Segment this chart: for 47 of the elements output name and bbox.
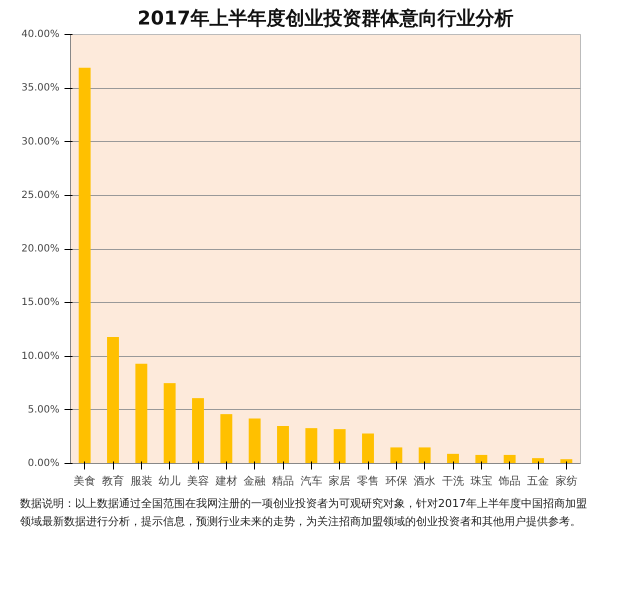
x-tick-label: 酒水 [414, 474, 436, 488]
x-tick-label: 五金 [527, 474, 549, 488]
bar [532, 458, 544, 464]
bar [78, 68, 91, 464]
bar [305, 428, 318, 464]
bar [362, 433, 374, 464]
bar [248, 418, 261, 464]
bar [418, 447, 431, 464]
y-tick-label: 5.00% [28, 404, 60, 416]
bar [447, 454, 459, 464]
y-tick-label: 20.00% [21, 244, 60, 254]
y-tick-label: 30.00% [21, 136, 60, 148]
x-tick-label: 建材 [214, 474, 238, 488]
x-tick-label: 干洗 [442, 474, 464, 488]
bar [192, 398, 204, 464]
y-tick-label: 10.00% [21, 350, 60, 362]
y-tick-label: 0.00% [28, 458, 60, 469]
x-tick-label: 美食 [74, 474, 96, 488]
y-tick-label: 35.00% [21, 82, 60, 94]
x-tick-label: 服装 [130, 474, 152, 488]
x-tick-label: 饰品 [498, 474, 521, 488]
x-tick-label: 汽车 [300, 474, 322, 488]
bar [390, 447, 402, 464]
x-tick-label: 家居 [328, 474, 351, 488]
x-tick-label: 美容 [187, 474, 209, 488]
bar [135, 364, 148, 464]
chart-title: 2017年上半年度创业投资群体意向行业分析 [138, 8, 514, 30]
bar [107, 336, 119, 464]
bar [220, 414, 232, 464]
bar [504, 454, 516, 464]
text: 数据说明：以上数据通过全国范围在我网注册的一项创业投资者为可观研究对象，针对2017年上半年度中国招商加盟领域最新数据进行分析，提示信息，预测行业未来的走势，为关注招商加盟领域的创业投资者和其他用户提供参考。 [20, 496, 588, 530]
bar [277, 426, 289, 464]
x-tick-label: 金融 [244, 474, 266, 488]
x-tick-label: 零售 [357, 474, 379, 488]
bar [334, 429, 346, 464]
x-tick-label: 教育 [102, 474, 124, 488]
y-tick-label: 15.00% [21, 297, 60, 308]
x-tick-label: 珠宝 [470, 474, 492, 488]
x-tick-label: 环保 [385, 474, 408, 488]
x-tick-label: 幼儿 [158, 474, 181, 488]
bar [475, 454, 488, 464]
x-tick-label: 家纺 [555, 474, 578, 488]
bar [560, 459, 572, 464]
y-tick-label: 40.00% [21, 29, 60, 40]
x-tick-label: 精品 [272, 474, 294, 488]
bar [164, 383, 176, 464]
y-tick-label: 25.00% [21, 190, 60, 201]
